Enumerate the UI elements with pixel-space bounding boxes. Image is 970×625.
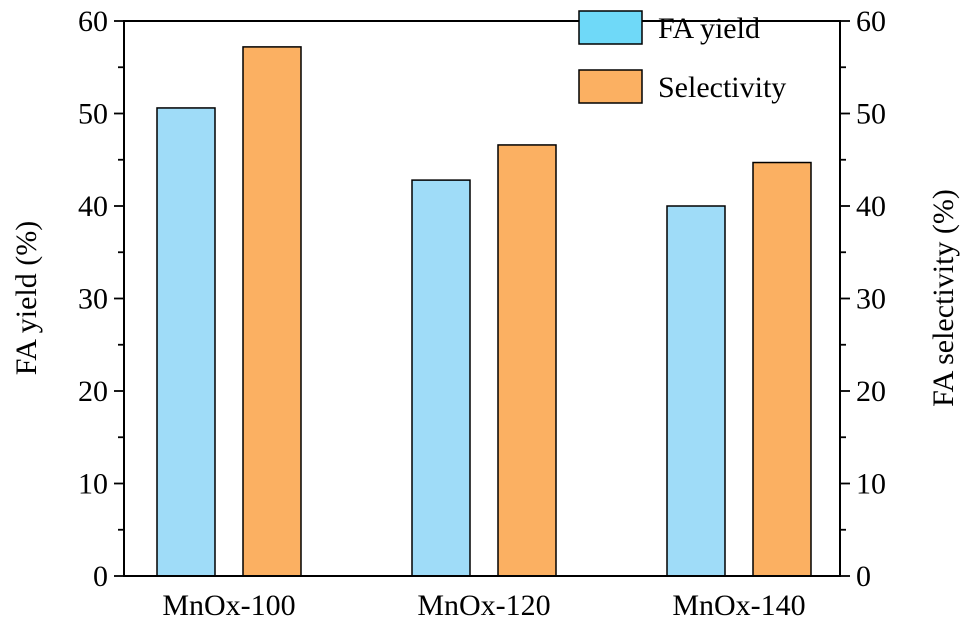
x-category-label: MnOx-100: [162, 589, 295, 622]
y2-axis-label: FA selectivity (%): [927, 189, 960, 407]
bar-selectivity-mnox-120: [497, 144, 557, 577]
bar-fa-yield-mnox-100: [156, 107, 216, 577]
bar-selectivity-mnox-140: [752, 161, 812, 577]
legend-label: Selectivity: [658, 71, 786, 104]
plot-border: [123, 20, 841, 577]
y-axis-label: FA yield (%): [10, 221, 43, 375]
tick-labels: 0 10 20 30 40 50 60 0 10 20 30 40 50 60 MnOx-100 MnOx-1…: [78, 5, 886, 622]
axis-ticks: [114, 20, 850, 577]
y2-tick-label: 10: [856, 468, 886, 501]
y-tick-label: 40: [78, 190, 108, 223]
y-tick-label: 20: [78, 375, 108, 408]
y-tick-label: 30: [78, 283, 108, 316]
y-tick-label: 10: [78, 468, 108, 501]
y2-tick-label: 60: [856, 5, 886, 38]
x-category-label: MnOx-120: [417, 589, 550, 622]
y2-tick-label: 20: [856, 375, 886, 408]
y-tick-label: 50: [78, 98, 108, 131]
bar-fa-yield-mnox-120: [411, 179, 471, 577]
x-category-label: MnOx-140: [672, 589, 805, 622]
bar-fa-yield-mnox-140: [666, 205, 726, 577]
bar-selectivity-mnox-100: [242, 46, 302, 577]
legend: FA yield Selectivity: [578, 10, 786, 104]
y2-tick-label: 50: [856, 98, 886, 131]
legend-swatch: [578, 69, 643, 104]
legend-swatch: [578, 10, 643, 45]
y2-tick-label: 0: [856, 560, 871, 593]
y2-tick-label: 30: [856, 283, 886, 316]
bars-layer: [156, 46, 812, 577]
plot-frame: [123, 20, 841, 577]
y2-tick-label: 40: [856, 190, 886, 223]
y-tick-label: 0: [93, 560, 108, 593]
legend-label: FA yield: [658, 12, 760, 45]
y-tick-label: 60: [78, 5, 108, 38]
